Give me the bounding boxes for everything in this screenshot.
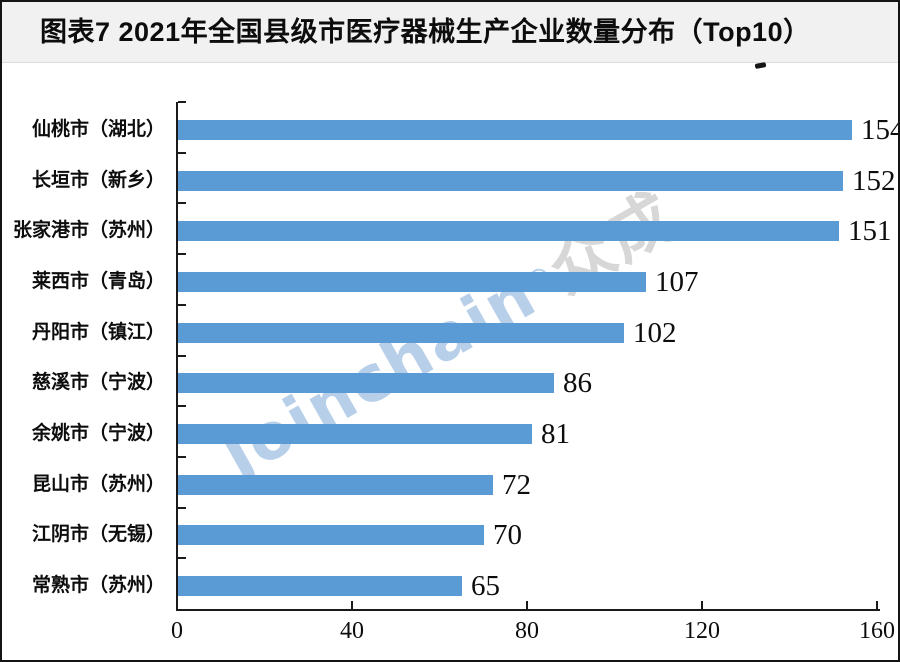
y-axis-line <box>176 102 178 611</box>
bar <box>178 272 646 292</box>
bar-value-label: 81 <box>541 418 570 451</box>
y-axis-tick <box>178 354 186 357</box>
bar <box>178 170 843 191</box>
category-label: 江阴市（无锡） <box>31 524 165 546</box>
bar <box>178 576 462 597</box>
x-tick-label: 120 <box>684 618 720 644</box>
bar-value-label: 152 <box>852 164 896 197</box>
y-axis-tick <box>178 405 186 408</box>
y-axis-tick <box>178 506 186 509</box>
bar <box>178 525 484 546</box>
y-axis-tick <box>178 253 186 256</box>
bar-value-label: 107 <box>655 266 699 298</box>
category-label: 慈溪市（宁波） <box>31 372 165 394</box>
x-tick-label: 40 <box>340 618 364 644</box>
x-axis-line <box>176 609 880 611</box>
y-axis-tick <box>178 101 186 103</box>
bar-value-label: 86 <box>563 367 592 400</box>
category-label: 仙桃市（湖北） <box>31 119 165 140</box>
bar <box>178 424 532 445</box>
category-label: 莱西市（青岛） <box>31 271 165 292</box>
category-label: 张家港市（苏州） <box>12 220 165 242</box>
bar-value-label: 65 <box>471 570 500 603</box>
x-axis-tick <box>351 601 353 609</box>
category-label: 长垣市（新乡） <box>31 169 165 191</box>
y-axis-tick <box>178 151 186 154</box>
y-axis-tick <box>178 557 186 560</box>
bar <box>178 474 493 495</box>
category-label: 余姚市（宁波） <box>31 423 165 445</box>
x-axis-tick <box>526 601 528 609</box>
x-axis-tick <box>701 601 703 609</box>
bar-value-label: 151 <box>848 215 892 248</box>
bar <box>178 373 554 394</box>
bar-value-label: 154 <box>861 114 898 146</box>
bar <box>178 221 839 242</box>
bar-value-label: 102 <box>633 316 677 349</box>
y-axis-tick <box>178 202 186 205</box>
x-axis-tick <box>876 601 878 609</box>
category-label: 丹阳市（镇江） <box>31 321 165 343</box>
x-tick-label: 0 <box>171 618 183 644</box>
bar <box>178 322 624 343</box>
y-axis-tick <box>178 303 186 306</box>
title-band: 图表7 2021年全国县级市医疗器械生产企业数量分布（Top10） <box>2 2 898 63</box>
bar-value-label: 72 <box>502 468 531 501</box>
chart-title: 图表7 2021年全国县级市医疗器械生产企业数量分布（Top10） <box>40 17 811 47</box>
y-axis-tick <box>178 455 186 458</box>
x-tick-label: 160 <box>859 618 895 644</box>
bar-value-label: 70 <box>493 519 522 552</box>
category-label: 昆山市（苏州） <box>31 473 165 495</box>
category-label: 常熟市（苏州） <box>31 575 165 597</box>
bar <box>178 120 852 140</box>
x-tick-label: 80 <box>515 618 539 644</box>
